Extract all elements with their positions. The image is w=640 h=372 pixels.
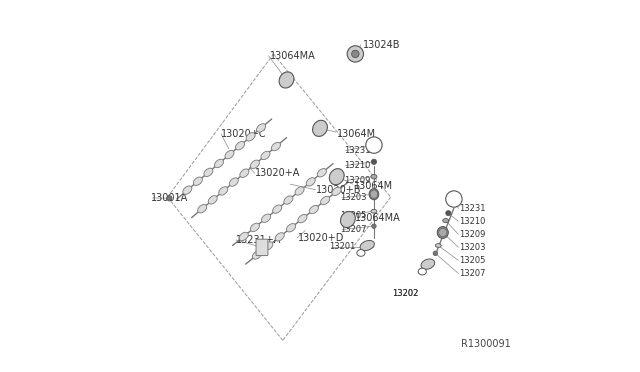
Ellipse shape xyxy=(317,169,326,177)
Ellipse shape xyxy=(435,244,441,247)
Text: 13020+A: 13020+A xyxy=(255,168,300,178)
Ellipse shape xyxy=(298,215,307,223)
Circle shape xyxy=(445,211,451,216)
Ellipse shape xyxy=(261,151,270,160)
Ellipse shape xyxy=(193,177,202,186)
Ellipse shape xyxy=(360,240,374,251)
Ellipse shape xyxy=(371,174,377,179)
Ellipse shape xyxy=(340,211,355,228)
Ellipse shape xyxy=(443,219,449,222)
Ellipse shape xyxy=(225,150,234,159)
Circle shape xyxy=(372,224,376,228)
Circle shape xyxy=(445,191,462,207)
Circle shape xyxy=(167,196,172,201)
Ellipse shape xyxy=(332,187,341,196)
Text: 13202: 13202 xyxy=(392,289,419,298)
Ellipse shape xyxy=(239,232,248,241)
Ellipse shape xyxy=(229,178,238,186)
Text: 13203: 13203 xyxy=(460,243,486,252)
Text: 13209: 13209 xyxy=(460,230,486,239)
Circle shape xyxy=(365,137,382,153)
Text: 13203: 13203 xyxy=(340,193,367,202)
Ellipse shape xyxy=(257,124,266,132)
Text: 13205: 13205 xyxy=(460,256,486,265)
Text: 13210: 13210 xyxy=(344,161,371,170)
Ellipse shape xyxy=(371,209,377,213)
Ellipse shape xyxy=(204,168,213,177)
Ellipse shape xyxy=(262,214,271,222)
Ellipse shape xyxy=(309,205,318,214)
Ellipse shape xyxy=(264,242,273,250)
Ellipse shape xyxy=(312,120,328,137)
Ellipse shape xyxy=(369,189,379,200)
Ellipse shape xyxy=(246,132,255,141)
Ellipse shape xyxy=(252,251,262,259)
Circle shape xyxy=(351,50,359,58)
Ellipse shape xyxy=(330,169,344,185)
Ellipse shape xyxy=(284,196,293,204)
Text: 13202: 13202 xyxy=(392,289,419,298)
Ellipse shape xyxy=(275,232,284,241)
Text: 13020+C: 13020+C xyxy=(221,129,267,139)
Text: R1300091: R1300091 xyxy=(461,339,511,349)
Ellipse shape xyxy=(236,141,244,150)
Text: 13064MA: 13064MA xyxy=(270,51,316,61)
Text: 13231: 13231 xyxy=(460,204,486,213)
Circle shape xyxy=(347,46,364,62)
Ellipse shape xyxy=(208,196,217,204)
Ellipse shape xyxy=(183,186,192,194)
Ellipse shape xyxy=(273,205,282,213)
Circle shape xyxy=(371,159,376,164)
Text: 13024B: 13024B xyxy=(363,40,400,49)
Ellipse shape xyxy=(250,223,259,231)
Text: 13064MA: 13064MA xyxy=(355,213,401,222)
Text: 13201: 13201 xyxy=(330,242,356,251)
Ellipse shape xyxy=(250,160,259,169)
Ellipse shape xyxy=(437,227,449,238)
Text: 13001A: 13001A xyxy=(151,193,188,203)
Ellipse shape xyxy=(271,142,280,151)
Text: 13064M: 13064M xyxy=(353,181,392,191)
Ellipse shape xyxy=(295,187,304,195)
Ellipse shape xyxy=(214,159,223,168)
Ellipse shape xyxy=(306,178,316,186)
Ellipse shape xyxy=(321,196,330,205)
Ellipse shape xyxy=(287,224,296,232)
Ellipse shape xyxy=(198,205,207,213)
Ellipse shape xyxy=(279,72,294,88)
Ellipse shape xyxy=(357,250,365,256)
Text: 13207: 13207 xyxy=(340,225,367,234)
Text: 13020+B: 13020+B xyxy=(316,185,362,195)
Text: 13207: 13207 xyxy=(460,269,486,278)
Ellipse shape xyxy=(219,187,228,195)
Text: 13231: 13231 xyxy=(344,146,371,155)
Ellipse shape xyxy=(240,169,249,177)
FancyBboxPatch shape xyxy=(256,239,268,256)
Ellipse shape xyxy=(421,259,435,269)
Text: 13064M: 13064M xyxy=(337,129,376,139)
Ellipse shape xyxy=(370,190,378,198)
Text: 13209: 13209 xyxy=(344,176,371,185)
Ellipse shape xyxy=(418,268,426,275)
Text: 13020+D: 13020+D xyxy=(298,233,344,243)
Circle shape xyxy=(433,251,438,256)
Ellipse shape xyxy=(438,228,447,237)
Text: 13231+A: 13231+A xyxy=(236,235,282,245)
Text: 13205: 13205 xyxy=(340,211,367,220)
Text: 13210: 13210 xyxy=(460,217,486,226)
